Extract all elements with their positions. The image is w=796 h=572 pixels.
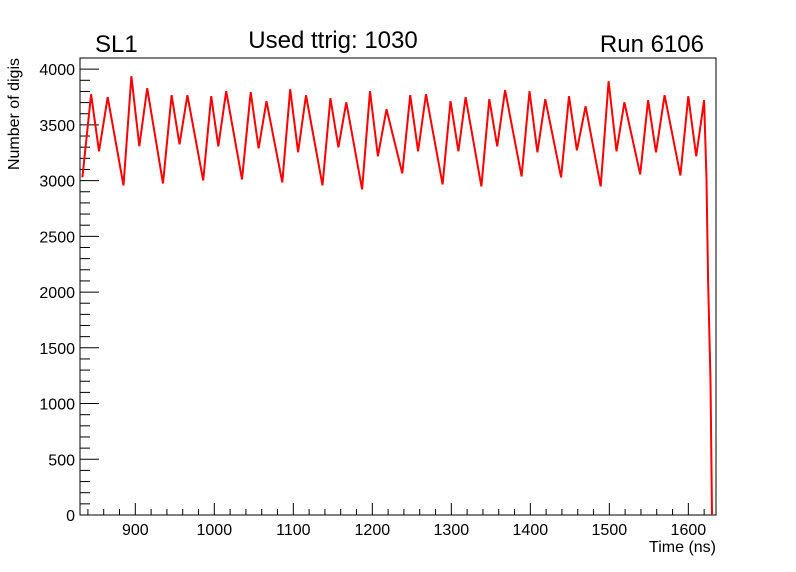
y-tick-label: 500 (48, 452, 75, 469)
chart-title: Used ttrig: 1030 (248, 27, 417, 54)
x-tick-label: 1500 (592, 522, 628, 539)
y-tick-label: 4000 (39, 62, 75, 79)
y-tick-label: 1500 (39, 341, 75, 358)
y-tick-label: 3500 (39, 118, 75, 135)
x-axis-title: Time (ns) (649, 539, 716, 556)
y-tick-label: 2500 (39, 229, 75, 246)
series-line-digis (81, 76, 713, 516)
y-tick-label: 1000 (39, 397, 75, 414)
plot-frame (79, 57, 717, 516)
x-tick-label: 1100 (276, 522, 311, 539)
x-tick-label: 1000 (197, 522, 233, 539)
axis-ticks (80, 57, 705, 516)
y-tick-label: 0 (66, 508, 75, 525)
label-run: Run 6106 (600, 31, 704, 58)
y-tick-label: 2000 (39, 285, 75, 302)
x-tick-label: 1600 (671, 522, 707, 539)
x-tick-label: 1400 (513, 522, 549, 539)
label-sl: SL1 (95, 31, 138, 58)
tick-labels: 900 1000 1100 1200 1300 1400 1500 1600 0 500 1000 1… (39, 62, 706, 539)
y-tick-label: 3000 (39, 174, 75, 191)
x-tick-label: 1200 (355, 522, 391, 539)
x-tick-label: 1300 (434, 522, 470, 539)
y-axis-title: Number of digis (6, 58, 23, 170)
x-tick-label: 900 (122, 522, 149, 539)
